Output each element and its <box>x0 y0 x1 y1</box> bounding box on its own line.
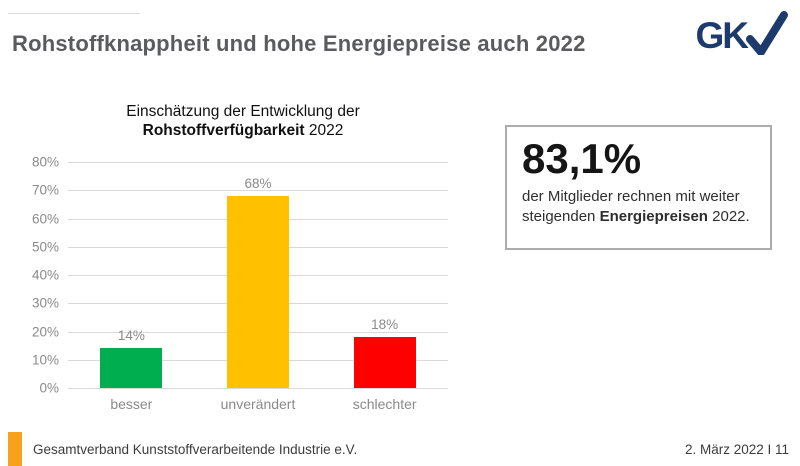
x-axis-label: besser <box>110 396 153 412</box>
y-axis-tick-label: 10% <box>31 352 59 368</box>
bar-schlechter <box>353 337 416 388</box>
stat-value: 83,1% <box>522 135 642 182</box>
stat-text: der Mitglieder rechnen mit weiter steige… <box>522 187 756 226</box>
top-divider-line <box>8 13 140 14</box>
checkmark-icon <box>746 11 788 55</box>
chart-title: Einschätzung der Entwicklung der Rohstof… <box>28 102 458 140</box>
x-axis-label: schlechter <box>352 396 417 412</box>
chart-title-line2: Rohstoffverfügbarkeit 2022 <box>28 121 458 140</box>
chart-title-year: 2022 <box>304 122 344 139</box>
y-axis-tick-label: 50% <box>31 239 59 255</box>
footer-date-slide-number: 2. März 2022 I 11 <box>684 442 789 457</box>
gkv-logo-text: GK <box>695 15 749 56</box>
chart-title-line1: Einschätzung der Entwicklung der <box>126 103 360 120</box>
gridline <box>68 162 448 163</box>
stat-text-line2-post: 2022. <box>707 207 750 225</box>
y-axis-tick-label: 60% <box>31 211 59 226</box>
gridline <box>68 388 448 389</box>
y-axis-tick-label: 30% <box>31 295 59 311</box>
footer-organization: Gesamtverband Kunststoffverarbeitende In… <box>33 442 358 457</box>
stat-text-line1: der Mitglieder rechnen mit weiter <box>522 188 740 205</box>
y-axis-tick-label: 20% <box>31 324 59 339</box>
bar-besser <box>100 348 163 388</box>
bar-value-label: 68% <box>244 175 272 191</box>
stat-text-line2-pre: steigenden <box>522 207 600 225</box>
page-title: Rohstoffknappheit und hohe Energiepreise… <box>12 31 586 56</box>
gkv-logo: GK <box>695 11 788 56</box>
bar-unverändert <box>227 195 289 388</box>
footer-accent-bar <box>8 432 22 466</box>
chart-title-bold: Rohstoffverfügbarkeit <box>142 122 305 139</box>
y-axis-tick-label: 40% <box>31 267 59 283</box>
x-axis-label: unverändert <box>220 396 296 412</box>
bar-value-label: 18% <box>371 317 399 333</box>
plot-area: 0% 10% 20% 30% 40% 50% 60% 70% 80% 14% besser 68% un… <box>32 155 448 412</box>
stat-text-line2-bold: Energiepreisen <box>599 207 708 225</box>
y-axis-tick-label: 80% <box>31 154 59 170</box>
y-axis-tick-label: 0% <box>39 380 59 396</box>
gridline <box>68 190 448 192</box>
bar-value-label: 14% <box>117 328 145 344</box>
y-axis-tick-label: 70% <box>31 182 59 198</box>
stat-box: 83,1% der Mitglieder rechnen mit weiter … <box>505 125 772 250</box>
